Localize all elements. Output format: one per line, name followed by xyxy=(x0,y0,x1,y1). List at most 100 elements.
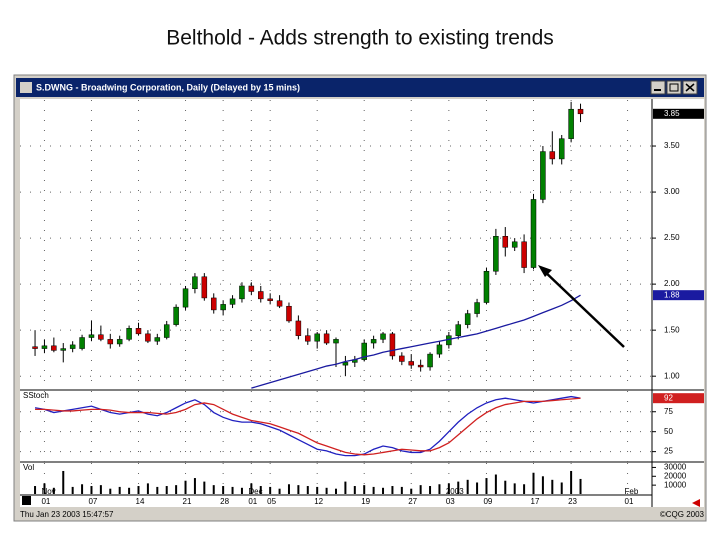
candle-body xyxy=(154,337,161,342)
month-label: 2003 xyxy=(446,487,464,496)
x-tick-label: 17 xyxy=(531,497,540,506)
candle-body xyxy=(342,362,349,366)
candle-body xyxy=(493,236,499,272)
volume-bar xyxy=(353,486,356,494)
close-icon xyxy=(685,83,695,92)
candle-body xyxy=(474,302,480,314)
scroll-arrow[interactable] xyxy=(692,499,700,507)
panel-label: SStoch xyxy=(23,391,49,400)
candle-body xyxy=(530,199,537,268)
x-tick-label: 05 xyxy=(267,497,276,506)
scroll-box[interactable] xyxy=(22,496,31,505)
candle-body xyxy=(455,324,462,336)
volume-bar xyxy=(269,486,272,494)
volume-bar xyxy=(52,487,55,494)
candle-body xyxy=(305,335,311,342)
volume-bar xyxy=(363,485,366,494)
volume-bar xyxy=(297,485,300,494)
y-tick-label: 30000 xyxy=(664,463,687,472)
volume-bar xyxy=(118,486,121,494)
volume-bar xyxy=(212,485,215,494)
volume-bar xyxy=(287,484,290,494)
volume-bar xyxy=(34,486,37,494)
volume-bar xyxy=(476,482,479,494)
candle-body xyxy=(276,300,283,307)
x-tick-label: 07 xyxy=(88,497,97,506)
minimize-button[interactable] xyxy=(650,80,666,95)
volume-bar xyxy=(391,486,394,494)
volume-bar xyxy=(43,483,46,494)
volume-bar xyxy=(438,484,441,494)
x-tick-label: 01 xyxy=(41,497,50,506)
x-tick-label: 19 xyxy=(361,497,370,506)
volume-bar xyxy=(175,485,178,494)
volume-bar xyxy=(532,472,535,494)
y-tick-label: 3.00 xyxy=(664,187,680,196)
y-tick-label: 20000 xyxy=(664,471,687,480)
x-tick-label: 03 xyxy=(446,497,455,506)
volume-bar xyxy=(184,480,187,494)
candle-body xyxy=(229,298,236,305)
volume-bar xyxy=(193,478,196,494)
volume-bar xyxy=(71,486,74,494)
candle-body xyxy=(98,334,104,340)
y-tick-label: 50 xyxy=(664,427,673,436)
candle-body xyxy=(464,313,471,325)
maximize-button[interactable] xyxy=(666,80,682,95)
moving-average xyxy=(251,294,581,389)
volume-bar xyxy=(551,479,554,494)
candle-body xyxy=(173,306,179,325)
volume-bar xyxy=(494,474,497,494)
candle-body xyxy=(248,285,255,292)
candle-body xyxy=(549,151,556,160)
volume-bar xyxy=(335,488,337,494)
volume-bar xyxy=(382,487,385,494)
volume-bar xyxy=(570,470,573,494)
candle-body xyxy=(60,348,67,351)
candle-body xyxy=(511,241,518,248)
plot: 1.00 1.50 2.00 2.50 3.00 3.50 1.88 3.85 01 07 14 21… xyxy=(20,100,704,506)
candle-body xyxy=(107,339,114,345)
arrow-head xyxy=(538,265,552,277)
x-tick-label: 14 xyxy=(136,497,145,506)
candle-body xyxy=(502,236,509,248)
volume-bar xyxy=(400,486,403,494)
arrow xyxy=(541,268,625,348)
stochastic-line xyxy=(34,395,581,457)
candle-body xyxy=(41,345,48,349)
candle-body xyxy=(521,241,527,268)
candle-body xyxy=(333,339,339,344)
candle-body xyxy=(69,344,76,349)
y-tick-label: 75 xyxy=(664,407,673,416)
volume-bar xyxy=(137,486,140,494)
window-buttons[interactable] xyxy=(650,80,698,95)
candle-body xyxy=(220,304,226,311)
y-tick-label: 2.50 xyxy=(664,233,680,242)
y-tick-label: 2.00 xyxy=(664,279,680,288)
candle-body xyxy=(408,361,414,366)
ma-value-label: 1.88 xyxy=(664,290,680,299)
y-tick-label: 1.00 xyxy=(664,371,680,380)
candle-body xyxy=(88,334,95,338)
candle-body xyxy=(295,320,302,336)
volume-bar xyxy=(99,485,102,494)
candle-body xyxy=(267,298,273,301)
volume-bar xyxy=(504,480,507,494)
candle-body xyxy=(483,270,490,303)
ma-value-box xyxy=(653,290,704,301)
x-tick-label: 28 xyxy=(220,497,229,506)
candle-body xyxy=(135,328,142,335)
candle-body xyxy=(427,353,433,368)
candle-body xyxy=(239,285,245,300)
candle-body xyxy=(540,151,546,200)
volume-bar xyxy=(429,486,432,494)
candle-body xyxy=(389,333,396,357)
volume-bar xyxy=(306,486,309,494)
candle-body xyxy=(192,276,198,289)
candle-body xyxy=(323,333,330,344)
volume-bar xyxy=(316,486,319,494)
last-price-box xyxy=(653,108,704,119)
volume-bar xyxy=(579,478,582,494)
x-tick-label: 23 xyxy=(568,497,577,506)
